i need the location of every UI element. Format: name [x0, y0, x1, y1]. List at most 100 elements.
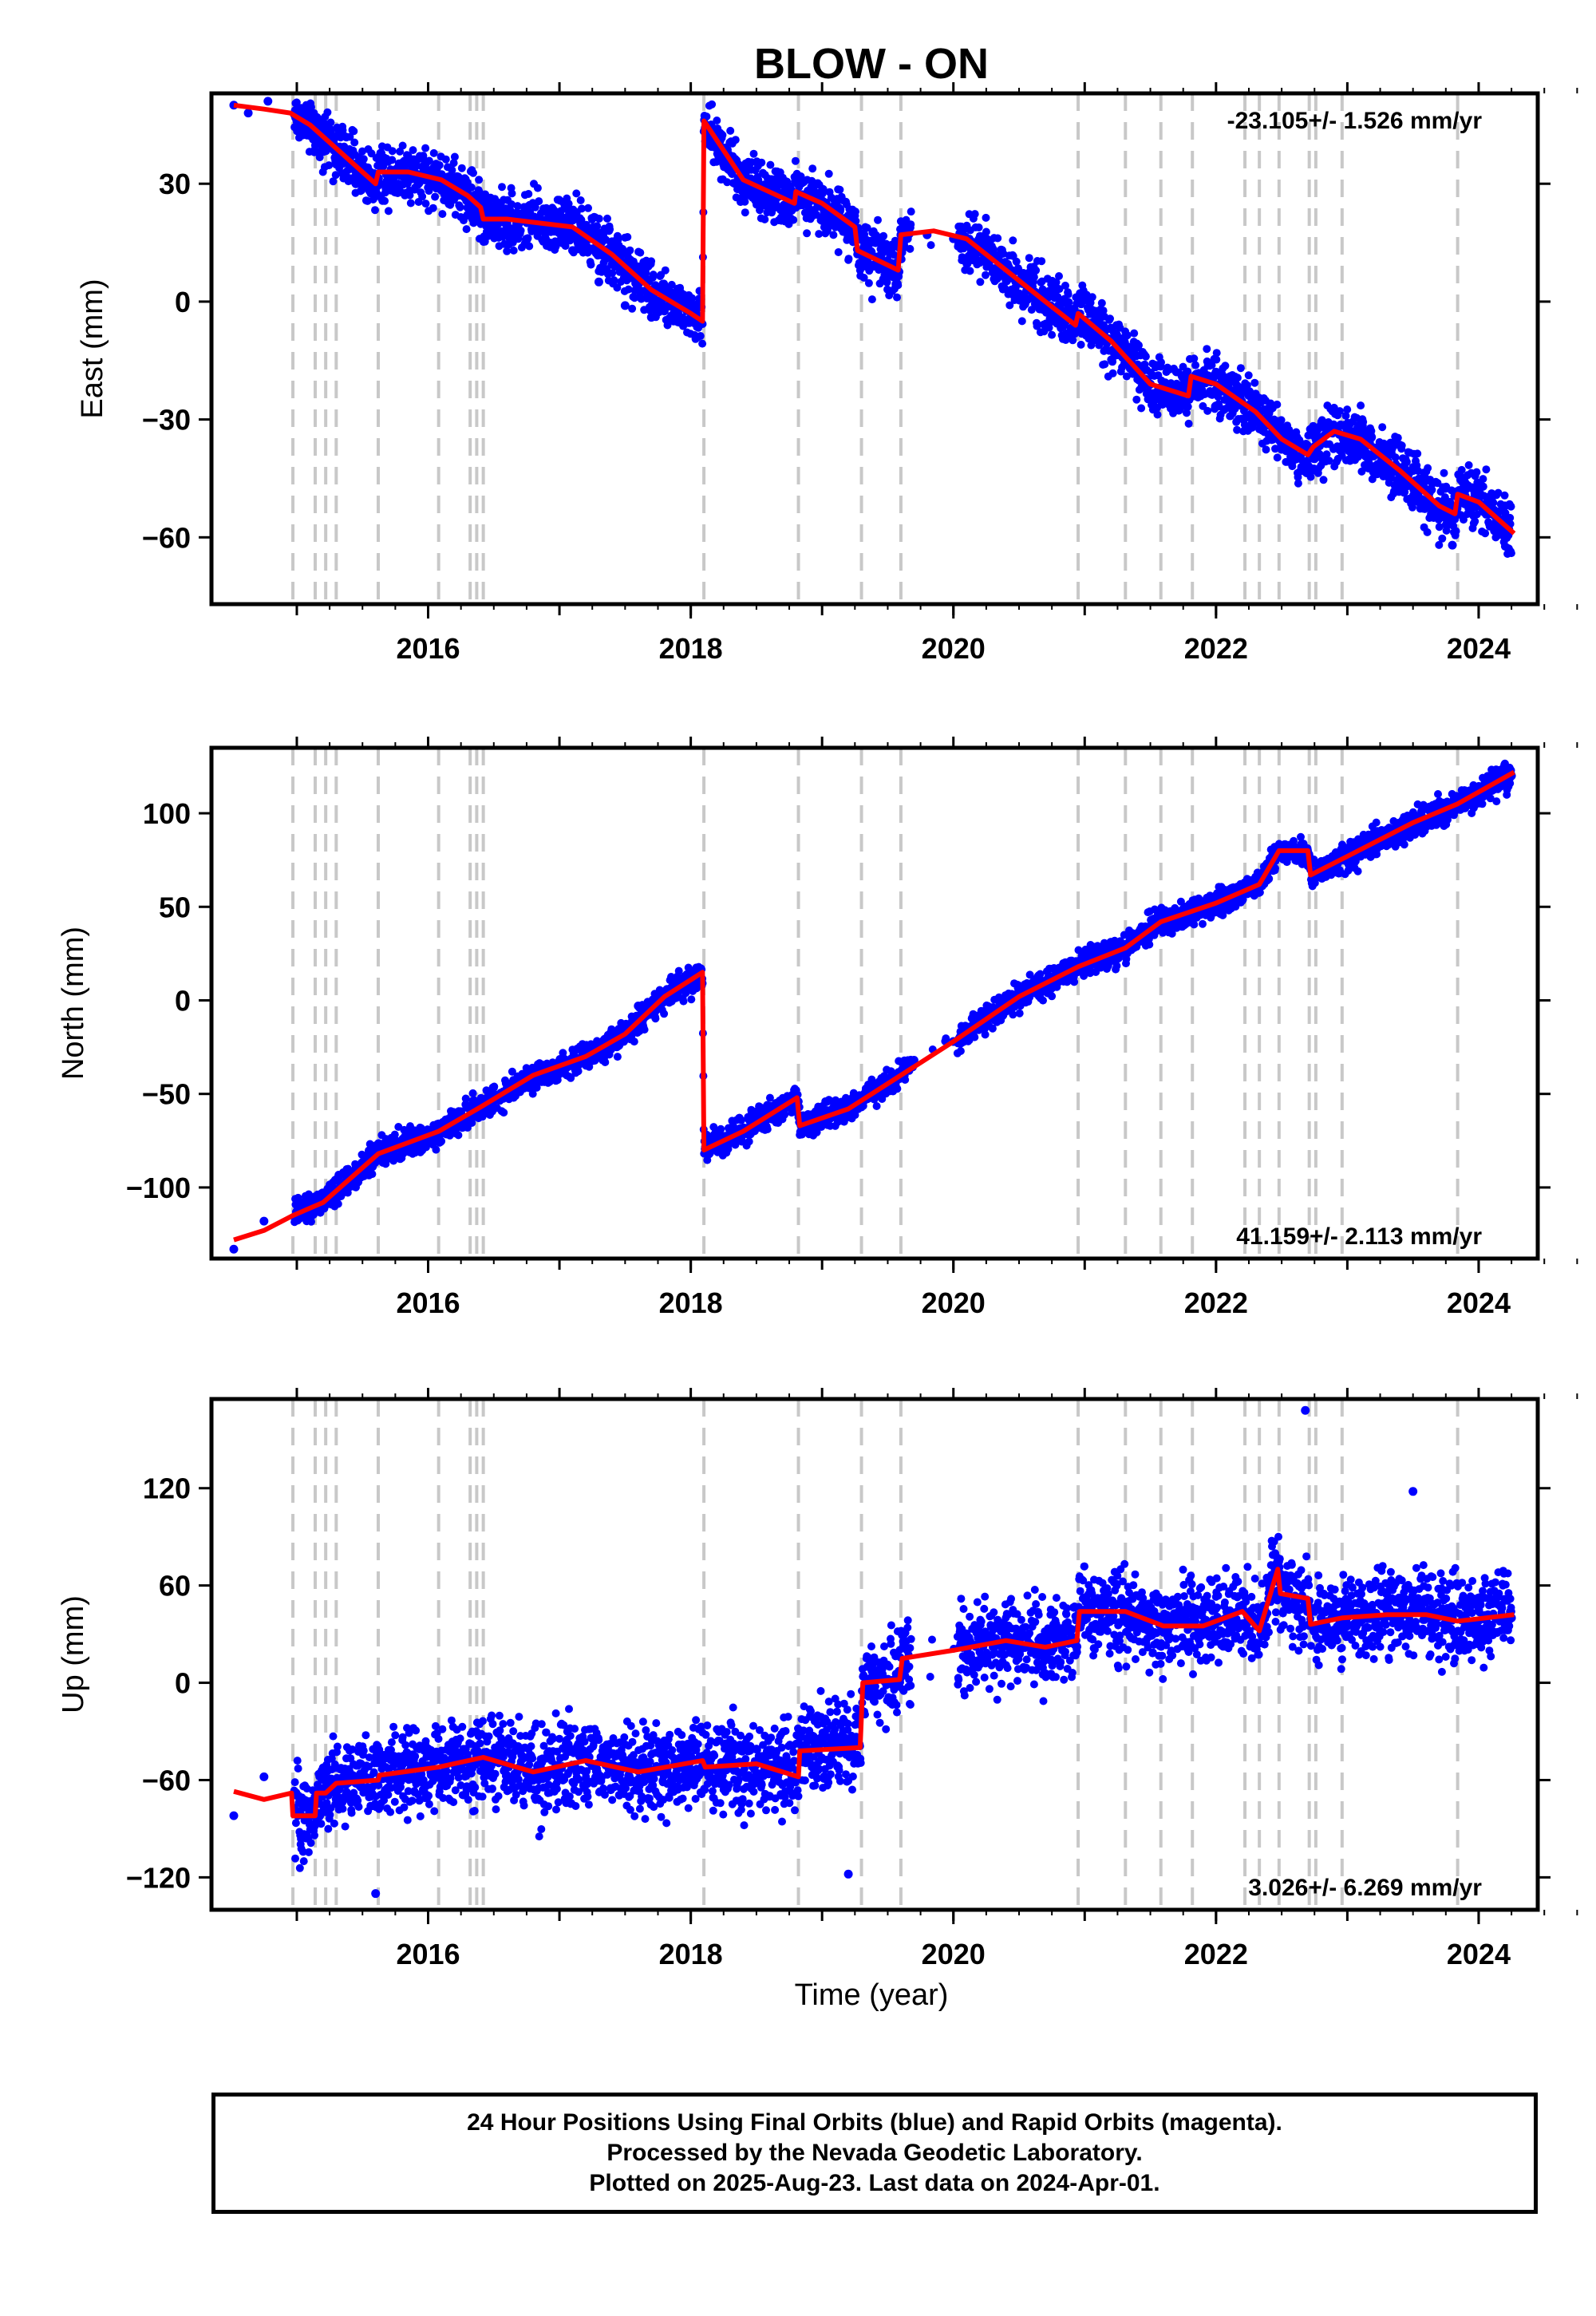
data-point — [1053, 292, 1062, 301]
data-point — [1077, 340, 1085, 349]
data-point — [749, 149, 758, 158]
data-point — [398, 141, 407, 150]
data-point — [292, 98, 301, 107]
data-point — [1438, 534, 1447, 543]
data-point — [1212, 355, 1221, 364]
data-point — [1356, 422, 1365, 432]
data-point — [1474, 485, 1483, 495]
data-point — [789, 215, 798, 224]
x-tick-label: 2020 — [922, 632, 986, 665]
data-point — [559, 1049, 567, 1057]
data-point — [1378, 423, 1387, 432]
data-point — [1294, 479, 1302, 488]
data-point — [593, 222, 602, 231]
model-line — [233, 102, 1516, 536]
data-point — [1341, 412, 1350, 420]
data-point — [1343, 405, 1352, 414]
data-point — [443, 195, 452, 204]
data-point — [608, 269, 617, 278]
data-point — [513, 202, 522, 211]
data-point — [1027, 306, 1036, 314]
data-point — [907, 207, 915, 216]
data-point — [535, 197, 543, 206]
data-point — [384, 207, 393, 215]
data-point — [1014, 289, 1024, 298]
data-point — [1106, 314, 1114, 323]
data-point — [1277, 416, 1286, 425]
data-point — [307, 1217, 315, 1226]
data-point — [1130, 329, 1139, 338]
data-point — [708, 100, 717, 109]
data-point — [623, 233, 632, 241]
data-point — [1391, 453, 1400, 462]
data-point — [516, 226, 525, 235]
data-point — [1211, 368, 1221, 377]
data-point — [642, 269, 650, 278]
data-point — [606, 225, 614, 234]
data-point — [1157, 358, 1165, 366]
data-point — [432, 1145, 440, 1154]
data-point — [688, 294, 697, 302]
data-point — [334, 1199, 342, 1208]
y-tick-label: 30 — [159, 168, 191, 200]
data-point — [323, 108, 332, 117]
data-point — [564, 200, 573, 208]
data-point — [1032, 266, 1041, 275]
data-point — [561, 242, 570, 251]
data-point — [1428, 485, 1436, 494]
data-point — [863, 223, 871, 232]
data-point — [843, 234, 853, 243]
data-point — [1457, 465, 1466, 474]
data-point — [819, 184, 828, 193]
data-point — [305, 128, 314, 137]
data-points — [229, 759, 1516, 1254]
event-lines — [291, 748, 1460, 1259]
data-point — [1273, 453, 1282, 462]
data-point — [371, 206, 379, 215]
data-point — [1033, 322, 1041, 330]
data-point — [966, 267, 974, 275]
data-point — [1064, 290, 1073, 298]
data-point — [457, 164, 466, 172]
data-point — [851, 216, 860, 225]
data-point — [741, 197, 749, 206]
data-point — [326, 118, 335, 127]
data-point — [1317, 416, 1326, 425]
data-point — [630, 1037, 638, 1046]
data-point — [1397, 441, 1406, 450]
data-point — [1238, 387, 1247, 397]
data-point — [844, 255, 853, 263]
data-point — [405, 191, 414, 200]
data-point — [1099, 306, 1108, 315]
data-point — [1500, 501, 1510, 511]
data-point — [329, 177, 338, 186]
y-tick-label: −60 — [142, 521, 191, 554]
data-point — [1319, 476, 1328, 484]
data-point — [791, 156, 800, 165]
data-point — [418, 192, 427, 201]
data-point — [532, 1083, 541, 1092]
data-point — [1061, 281, 1069, 290]
data-point — [1402, 457, 1411, 466]
data-point — [717, 1124, 725, 1133]
data-point — [864, 279, 873, 287]
data-point — [574, 1067, 583, 1076]
data-point — [421, 144, 430, 152]
data-point — [879, 248, 887, 257]
data-point — [1452, 527, 1460, 536]
data-point — [431, 192, 440, 201]
data-point — [263, 97, 273, 106]
data-point — [469, 168, 477, 177]
data-point — [509, 246, 518, 255]
data-point — [587, 260, 595, 269]
data-point — [982, 271, 990, 279]
data-point — [1481, 529, 1490, 538]
data-point — [578, 204, 586, 213]
data-point — [1135, 341, 1143, 350]
data-point — [381, 1160, 390, 1168]
data-point — [338, 126, 347, 135]
data-point — [351, 179, 361, 188]
data-point — [388, 156, 397, 164]
data-point — [667, 280, 676, 289]
